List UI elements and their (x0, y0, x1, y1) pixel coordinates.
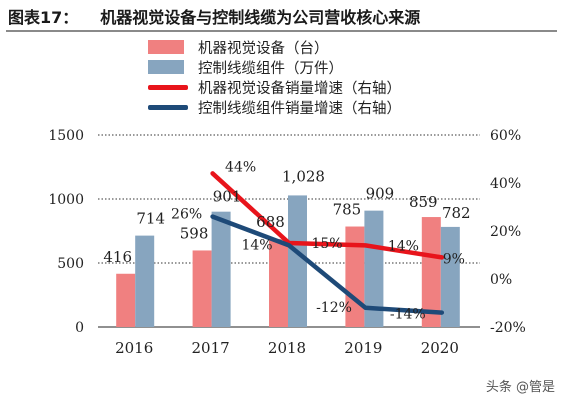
bar-value-label: 1,028 (282, 167, 325, 185)
legend-label-vision-units: 机器视觉设备（台） (198, 40, 329, 57)
bar-value-label: 909 (366, 185, 395, 203)
line-value-label: 14% (241, 237, 272, 253)
y-left-tick-label: 500 (57, 256, 84, 272)
bar-cable-units (288, 195, 307, 327)
line-value-label: 15% (311, 236, 342, 252)
y-right-tick-label: 0% (490, 272, 512, 288)
bar-value-label: 901 (213, 188, 242, 206)
legend-label-cable-growth: 控制线缆组件销量增速（右轴） (198, 100, 401, 117)
title-divider (6, 30, 557, 32)
legend-label-cable-units: 控制线缆组件（万件） (198, 60, 343, 77)
legend-item-vision-units: 机器视觉设备（台） (148, 37, 401, 57)
y-right-tick-label: 40% (490, 176, 521, 192)
legend: 机器视觉设备（台） 控制线缆组件（万件） 机器视觉设备销量增速（右轴） 控制线缆… (148, 37, 401, 117)
legend-swatch-vision-units (148, 40, 184, 54)
chart-title: 图表17： 机器视觉设备与控制线缆为公司营收核心来源 (8, 4, 420, 28)
bar-vision-units (421, 217, 441, 327)
line-value-label: 9% (443, 251, 465, 267)
bar-cable-units (440, 226, 460, 327)
bar-value-label: 714 (136, 210, 165, 228)
bar-value-label: 688 (256, 213, 285, 231)
bar-value-label: 785 (333, 201, 362, 219)
x-tick-label: 2020 (421, 339, 459, 357)
legend-label-vision-growth: 机器视觉设备销量增速（右轴） (198, 80, 401, 97)
y-left-tick-label: 1500 (48, 128, 84, 144)
bar-vision-units (269, 238, 288, 327)
bar-value-label: 782 (442, 204, 471, 222)
x-tick-label: 2019 (344, 339, 382, 357)
line-cable-growth (210, 214, 445, 315)
y-right-tick-label: 20% (490, 224, 521, 240)
y-left-tick-label: 0 (75, 320, 84, 336)
bar-cable-units (135, 235, 155, 327)
y-left-tick-label: 1000 (48, 192, 84, 208)
line-value-label: 26% (171, 207, 202, 223)
bar-vision-units (192, 250, 212, 327)
bar-value-label: 416 (103, 248, 132, 266)
figure-label: 图表17： (8, 8, 79, 27)
line-value-label: 44% (225, 159, 256, 175)
legend-swatch-cable-growth (148, 104, 188, 110)
watermark: 头条 @管是 (485, 380, 555, 395)
legend-item-cable-growth: 控制线缆组件销量增速（右轴） (148, 97, 401, 117)
bar-cable-units (211, 211, 231, 327)
x-tick-label: 2017 (192, 339, 230, 357)
legend-swatch-cable-units (148, 60, 184, 74)
bar-vision-units (116, 273, 136, 327)
legend-item-vision-growth: 机器视觉设备销量增速（右轴） (148, 77, 401, 97)
y-right-tick-label: -20% (490, 320, 526, 336)
figure-title-text: 机器视觉设备与控制线缆为公司营收核心来源 (100, 8, 421, 27)
bar-cable-units (364, 210, 384, 327)
bar-value-label: 598 (180, 224, 209, 242)
line-value-label: 14% (388, 238, 419, 254)
line-value-label: -12% (316, 300, 352, 316)
legend-item-cable-units: 控制线缆组件（万件） (148, 57, 401, 77)
y-right-tick-label: 60% (490, 128, 521, 144)
bar-value-label: 859 (409, 193, 438, 211)
x-tick-label: 2016 (115, 339, 153, 357)
legend-swatch-vision-growth (148, 84, 188, 90)
line-value-label: -14% (390, 307, 426, 323)
x-tick-label: 2018 (268, 339, 306, 357)
line-vision-growth (210, 171, 445, 260)
